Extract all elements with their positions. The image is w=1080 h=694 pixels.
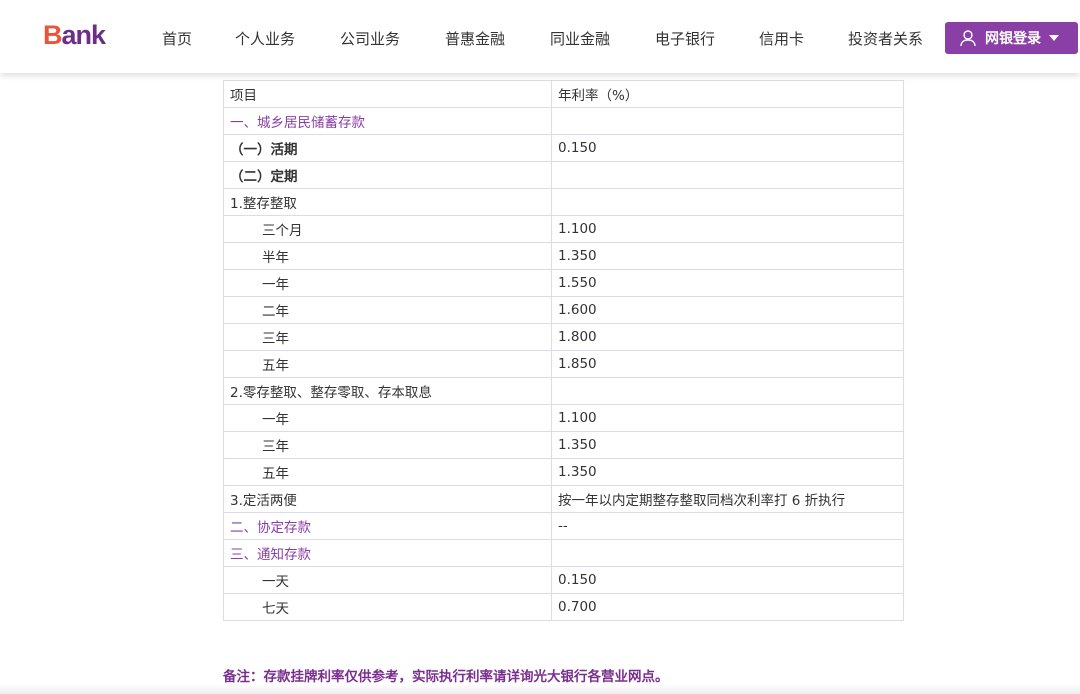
nav-investor-relations[interactable]: 投资者关系 (848, 30, 924, 48)
table-row: 三年 1.350 (223, 431, 904, 459)
rate-cell: 1.350 (551, 242, 904, 270)
item-cell: 二、协定存款 (223, 512, 552, 540)
rate-cell (551, 107, 904, 135)
logo-text: ank (61, 20, 107, 50)
online-banking-login-button[interactable]: 网银登录 (945, 22, 1078, 54)
rate-cell (551, 188, 904, 216)
table-row: 3.定活两便 按一年以内定期整存整取同档次利率打 6 折执行 (223, 485, 904, 513)
bottom-fade (0, 684, 1080, 694)
nav-credit-card[interactable]: 信用卡 (759, 30, 805, 48)
table-row: 半年 1.350 (223, 242, 904, 270)
table-row: 三年 1.800 (223, 323, 904, 351)
login-label: 网银登录 (985, 31, 1041, 47)
bank-logo[interactable]: Bank (43, 20, 107, 51)
rate-cell: -- (551, 512, 904, 540)
rate-cell: 1.100 (551, 404, 904, 432)
disclaimer-note: 备注：存款挂牌利率仅供参考，实际执行利率请详询光大银行各营业网点。 (223, 669, 669, 685)
item-cell: 五年 (223, 350, 552, 378)
column-header-item: 项目 (223, 80, 552, 108)
item-cell: 二年 (223, 296, 552, 324)
table-row: 五年 1.850 (223, 350, 904, 378)
table-row: 1.整存整取 (223, 188, 904, 216)
nav-corporate[interactable]: 公司业务 (340, 30, 401, 48)
caret-down-icon (1049, 35, 1059, 41)
rate-cell (551, 161, 904, 189)
rate-cell: 1.800 (551, 323, 904, 351)
rate-cell: 0.150 (551, 566, 904, 594)
item-cell: 2.零存整取、整存零取、存本取息 (223, 377, 552, 405)
table-row: 三个月 1.100 (223, 215, 904, 243)
rate-cell: 0.150 (551, 134, 904, 162)
rate-cell: 按一年以内定期整存整取同档次利率打 6 折执行 (551, 485, 904, 513)
item-cell: 五年 (223, 458, 552, 486)
rate-cell: 0.700 (551, 593, 904, 621)
item-cell: 半年 (223, 242, 552, 270)
table-row: 一年 1.550 (223, 269, 904, 297)
table-row: 一、城乡居民储蓄存款 (223, 107, 904, 135)
deposit-rate-table: 项目 年利率（%） 一、城乡居民储蓄存款 （一）活期 0.150 （二）定期 1.整存整… (223, 80, 904, 621)
item-cell: 一年 (223, 404, 552, 432)
item-cell: 3.定活两便 (223, 485, 552, 513)
item-cell: 一年 (223, 269, 552, 297)
rate-cell: 1.350 (551, 458, 904, 486)
table-row: 七天 0.700 (223, 593, 904, 621)
item-cell: （一）活期 (223, 134, 552, 162)
item-cell: 一、城乡居民储蓄存款 (223, 107, 552, 135)
nav-interbank[interactable]: 同业金融 (550, 30, 611, 48)
item-cell: （二）定期 (223, 161, 552, 189)
item-cell: 三、通知存款 (223, 539, 552, 567)
rate-cell: 1.850 (551, 350, 904, 378)
table-header: 项目 年利率（%） (223, 80, 904, 108)
table-row: 一年 1.100 (223, 404, 904, 432)
item-cell: 三年 (223, 323, 552, 351)
rate-cell: 1.350 (551, 431, 904, 459)
nav-personal[interactable]: 个人业务 (235, 30, 296, 48)
rate-cell: 1.100 (551, 215, 904, 243)
item-cell: 三年 (223, 431, 552, 459)
site-header: Bank 首页 个人业务 公司业务 普惠金融 同业金融 电子银行 信用卡 投资者… (0, 0, 1080, 73)
logo-initial: B (43, 20, 62, 50)
item-cell: 一天 (223, 566, 552, 594)
rate-cell: 1.550 (551, 269, 904, 297)
table-row: 二年 1.600 (223, 296, 904, 324)
table-row: 2.零存整取、整存零取、存本取息 (223, 377, 904, 405)
rate-cell (551, 377, 904, 405)
rate-cell: 1.600 (551, 296, 904, 324)
item-cell: 1.整存整取 (223, 188, 552, 216)
table-row: （一）活期 0.150 (223, 134, 904, 162)
nav-home[interactable]: 首页 (162, 30, 193, 48)
column-header-rate: 年利率（%） (551, 80, 904, 108)
nav-ebanking[interactable]: 电子银行 (655, 30, 716, 48)
item-cell: 七天 (223, 593, 552, 621)
rate-cell (551, 539, 904, 567)
table-row: 一天 0.150 (223, 566, 904, 594)
table-row: 五年 1.350 (223, 458, 904, 486)
item-cell: 三个月 (223, 215, 552, 243)
table-row: 二、协定存款 -- (223, 512, 904, 540)
table-row: 三、通知存款 (223, 539, 904, 567)
user-icon (960, 30, 976, 47)
nav-inclusive-finance[interactable]: 普惠金融 (445, 30, 506, 48)
table-row: （二）定期 (223, 161, 904, 189)
